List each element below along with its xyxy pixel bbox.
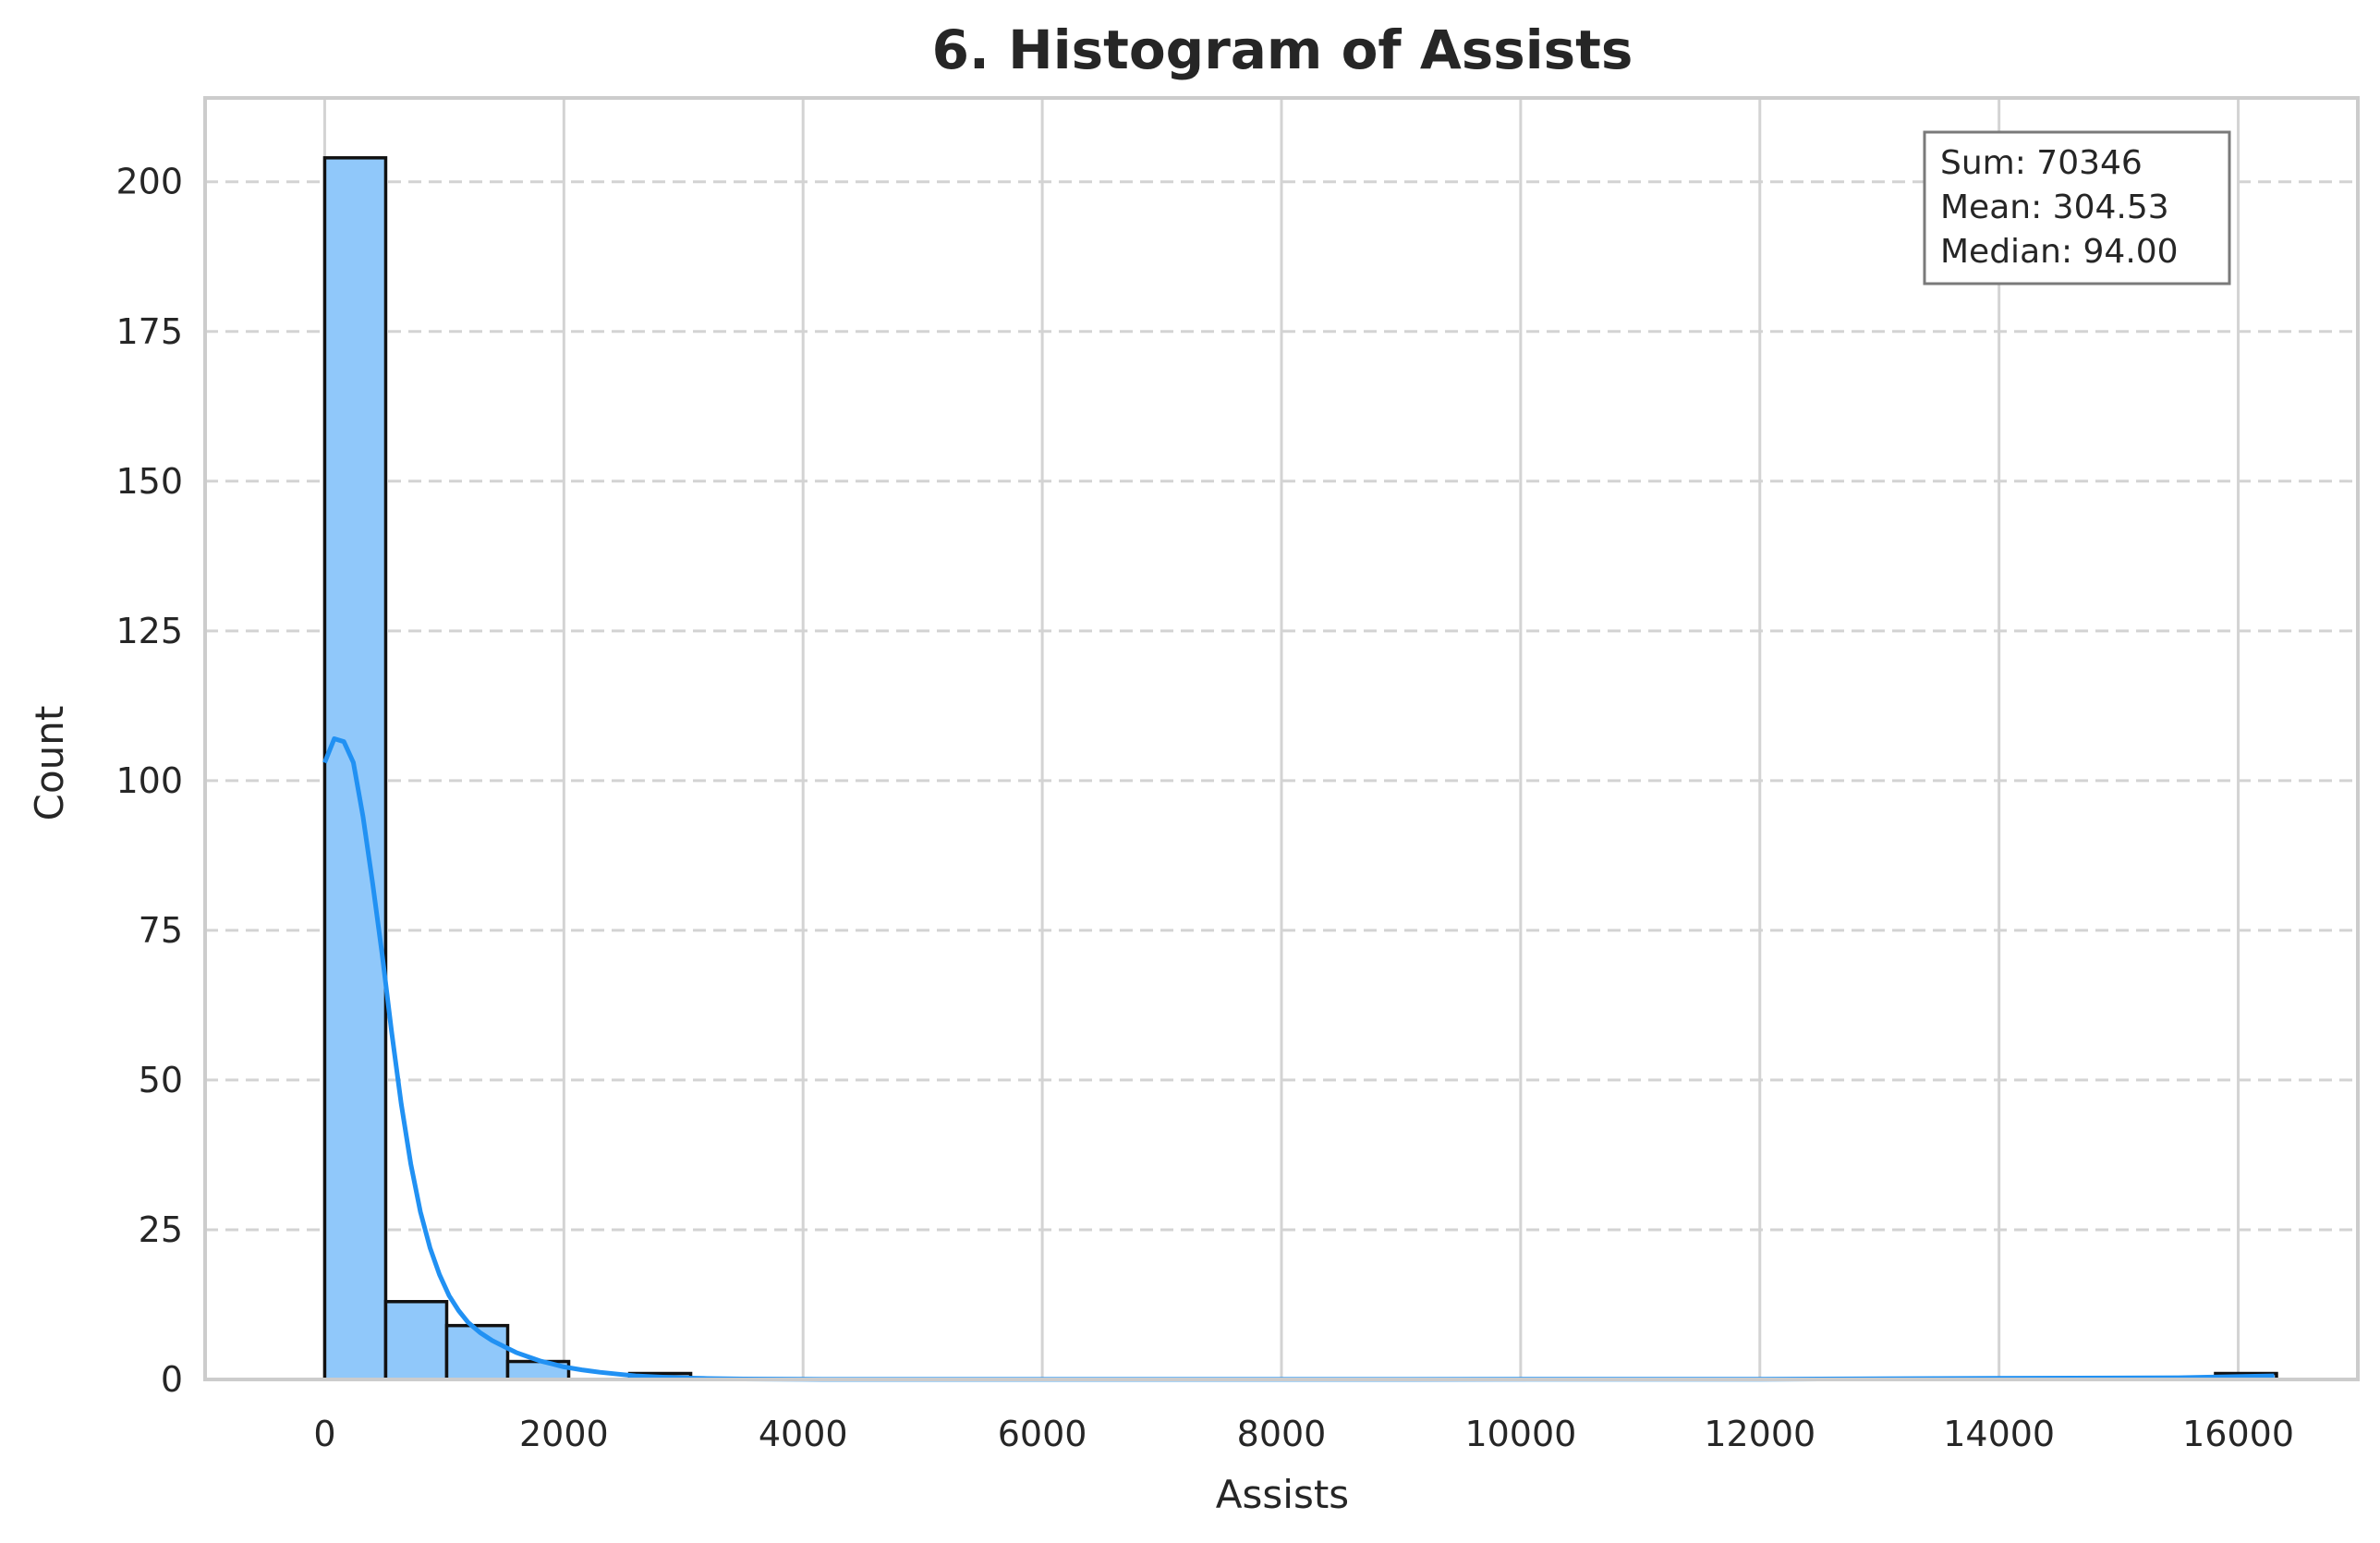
x-tick-label: 16000 bbox=[2182, 1414, 2294, 1454]
x-tick-label: 6000 bbox=[998, 1414, 1087, 1454]
y-tick-label: 150 bbox=[115, 461, 183, 502]
stats-median: Median: 94.00 bbox=[1940, 233, 2179, 271]
x-tick-label: 2000 bbox=[519, 1414, 609, 1454]
plot-area-frame bbox=[203, 96, 2360, 1381]
x-tick-label: 14000 bbox=[1943, 1414, 2055, 1454]
y-tick-label: 50 bbox=[139, 1060, 183, 1100]
stats-box-frame bbox=[1923, 130, 2231, 286]
y-axis-ticks: 0 25 50 75 100 125 150 175 200 bbox=[115, 162, 183, 1400]
y-tick-label: 25 bbox=[139, 1209, 183, 1250]
y-tick-label: 100 bbox=[115, 760, 183, 801]
x-tick-label: 0 bbox=[313, 1414, 335, 1454]
chart-title: 6. Histogram of Assists bbox=[932, 18, 1633, 81]
y-tick-label: 125 bbox=[115, 611, 183, 651]
x-axis-title: Assists bbox=[1216, 1472, 1349, 1517]
x-tick-label: 12000 bbox=[1704, 1414, 1815, 1454]
x-tick-label: 10000 bbox=[1464, 1414, 1576, 1454]
stats-mean: Mean: 304.53 bbox=[1940, 188, 2169, 226]
stats-box: Sum: 70346 Mean: 304.53 Median: 94.00 bbox=[1923, 130, 2231, 286]
y-tick-label: 75 bbox=[139, 910, 183, 951]
grid-lines bbox=[205, 98, 2358, 1379]
y-tick-label: 175 bbox=[115, 311, 183, 352]
y-tick-label: 200 bbox=[115, 162, 183, 202]
histogram-bar bbox=[383, 1299, 449, 1381]
histogram-bar bbox=[444, 1323, 510, 1381]
x-axis-ticks: 0 2000 4000 6000 8000 10000 12000 14000 16000 bbox=[313, 1414, 2294, 1454]
y-axis-title: Count bbox=[27, 706, 72, 821]
x-tick-label: 4000 bbox=[759, 1414, 848, 1454]
y-tick-label: 0 bbox=[161, 1359, 183, 1400]
stats-sum: Sum: 70346 bbox=[1940, 144, 2143, 182]
x-tick-label: 8000 bbox=[1237, 1414, 1327, 1454]
